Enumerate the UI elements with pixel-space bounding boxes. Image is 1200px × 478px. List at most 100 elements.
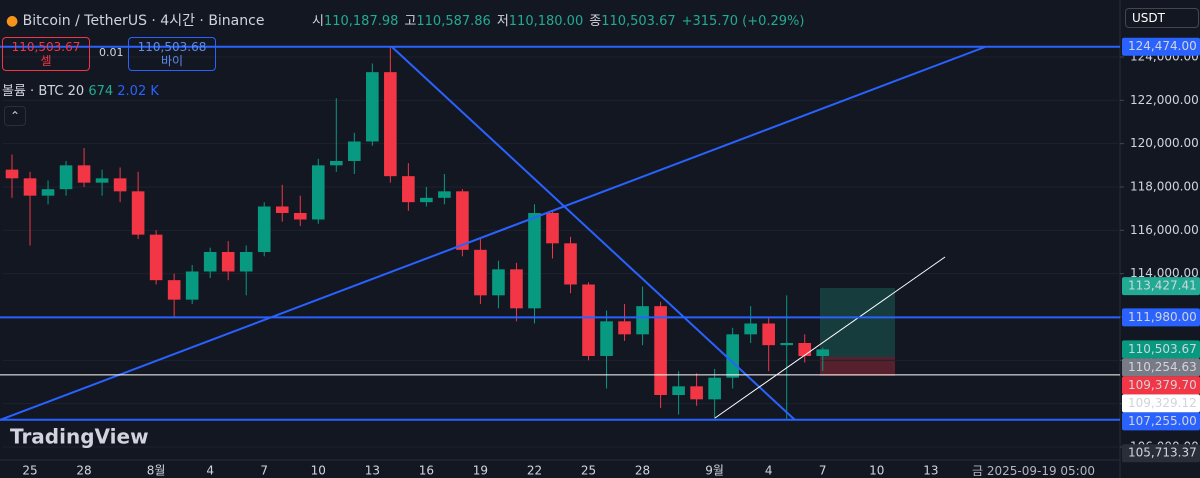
candle-body: [257, 206, 271, 252]
x-tick-label: 9월: [705, 464, 724, 478]
price-tag: [1122, 340, 1200, 359]
target-zone: [820, 288, 895, 357]
candle-body: [438, 191, 451, 198]
x-tick-label: 7: [260, 464, 268, 478]
candle-body: [149, 234, 163, 281]
price-tag-label: 105,713.37: [1128, 446, 1197, 460]
candle-body: [672, 386, 685, 395]
trend-line: [714, 256, 946, 419]
candle-body: [348, 141, 361, 161]
candle-body: [402, 176, 415, 203]
y-tick-label: 122,000.00: [1130, 93, 1199, 107]
candle-body: [113, 178, 127, 192]
candle-body: [636, 306, 649, 335]
spread: 0.01: [99, 46, 124, 59]
candle-body: [456, 191, 469, 250]
ohlc-key: 종: [589, 14, 602, 29]
candle-body: [690, 386, 703, 400]
candle-body: [293, 212, 307, 220]
symbol-title: ● Bitcoin / TetherUS · 4시간 · Binance: [6, 13, 265, 29]
candle-body: [329, 160, 343, 166]
x-tick-label: 28: [635, 464, 650, 478]
y-tick-label: 114,000.00: [1130, 266, 1199, 280]
candle-body: [384, 72, 397, 177]
candle-body: [77, 165, 91, 183]
candle-body: [185, 271, 199, 300]
candle-body: [167, 280, 181, 300]
candle-body: [420, 197, 433, 203]
candle-body: [798, 342, 812, 356]
symbol: Bitcoin / TetherUS · 4시간 · Binance: [22, 13, 265, 29]
time-label: 금 2025-09-19 05:00: [972, 464, 1095, 478]
candle-body: [366, 72, 379, 142]
logo: TradingView: [10, 425, 149, 449]
ohlc-key: 고: [404, 14, 417, 29]
candle-body: [708, 377, 721, 400]
volume-ma: 2.02 K: [117, 84, 159, 99]
ohlc-key: 시: [312, 14, 324, 29]
candle-body: [131, 191, 145, 235]
candle-body: [546, 212, 559, 244]
candle-body: [618, 321, 631, 335]
trend-line: [0, 46, 986, 421]
candle-body: [41, 189, 55, 196]
candle-body: [474, 249, 487, 296]
candle-body: [5, 169, 19, 179]
volume-legend: 볼륨 · BTC 20 674 2.02 K: [2, 80, 159, 99]
candle-body: [726, 334, 739, 378]
candle-body: [275, 206, 289, 213]
price-tag: [1122, 37, 1200, 56]
candle-body: [95, 178, 109, 183]
sell-button[interactable]: 110,503.67 셀: [2, 37, 90, 71]
candle-body: [510, 269, 523, 309]
ohlc-value: 110,587.86: [416, 14, 491, 29]
price-tag-label: 107,255.00: [1128, 414, 1197, 428]
price-tag: [1122, 394, 1200, 413]
x-tick-label: 19: [473, 464, 488, 478]
ohlc-value: 110,503.67: [601, 14, 676, 29]
candle-body: [239, 251, 253, 272]
x-tick-label: 8월: [147, 464, 166, 478]
price-tag: [1122, 376, 1200, 395]
x-tick-label: 13: [365, 464, 380, 478]
price-tag-label: 109,379.70: [1128, 378, 1197, 392]
x-tick-label: 4: [765, 464, 773, 478]
candle-body: [744, 323, 757, 335]
currency-selector[interactable]: USDT: [1125, 8, 1199, 28]
price-tag: [1122, 308, 1200, 327]
price-tag-label: 110,503.67: [1128, 342, 1197, 356]
x-tick-label: 13: [923, 464, 938, 478]
ohlc: 시110,187.98 고110,587.86 저110,180.00 종110,50…: [306, 10, 804, 29]
x-tick-label: 16: [419, 464, 434, 478]
candle-body: [221, 251, 235, 272]
collapse-button[interactable]: ⌃: [4, 106, 26, 126]
candle-body: [59, 165, 73, 190]
candle-body: [582, 284, 595, 356]
x-tick-label: 10: [869, 464, 884, 478]
candle-body: [23, 178, 37, 196]
price-tag-label: 124,474.00: [1128, 39, 1197, 53]
price-tag: [1122, 444, 1200, 463]
buy-button[interactable]: 110,503.68 바이: [128, 37, 216, 71]
buy-label: 바이: [160, 54, 184, 68]
x-tick-label: 22: [527, 464, 542, 478]
candle-body: [564, 243, 577, 285]
candle-body: [654, 306, 667, 395]
price-tag: [1122, 358, 1200, 377]
price-tag: [1122, 412, 1200, 431]
price-tag-label: 113,427.41: [1128, 279, 1197, 293]
y-tick-label: 116,000.00: [1130, 223, 1199, 237]
candle-body: [600, 321, 613, 356]
sell-label: 셀: [40, 54, 52, 68]
price-tag-label: 111,980.00: [1128, 310, 1197, 324]
y-tick-label: 120,000.00: [1130, 136, 1199, 150]
candle-body: [311, 165, 325, 220]
price-tag: [1122, 277, 1200, 296]
y-tick-label: 118,000.00: [1130, 179, 1199, 193]
candle-body: [780, 342, 794, 346]
ohlc-value: 110,187.98: [323, 14, 399, 29]
x-tick-label: 25: [581, 464, 596, 478]
trend-line: [391, 46, 796, 421]
